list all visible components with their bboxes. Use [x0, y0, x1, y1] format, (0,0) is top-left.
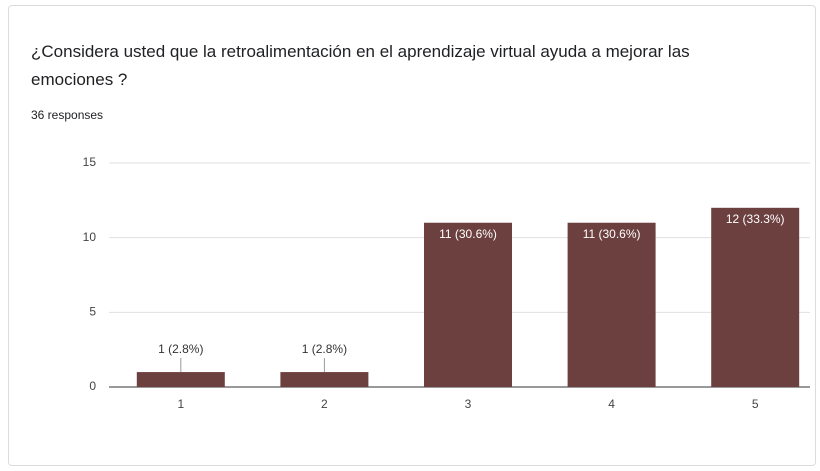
bar — [711, 207, 800, 387]
y-tick-label: 15 — [83, 155, 97, 169]
chart-title: ¿Considera usted que la retroalimentació… — [31, 42, 690, 89]
bar — [280, 372, 369, 387]
data-label: 11 (30.6%) — [583, 227, 641, 241]
y-tick-label: 0 — [89, 379, 96, 393]
x-tick-label: 4 — [608, 397, 615, 411]
bar — [136, 372, 225, 387]
data-label: 1 (2.8%) — [302, 342, 347, 356]
data-label: 11 (30.6%) — [439, 227, 497, 241]
x-tick-label: 1 — [177, 397, 184, 411]
card: ¿Considera usted que la retroalimentació… — [8, 5, 816, 466]
bar — [567, 222, 656, 387]
x-tick-label: 5 — [752, 397, 759, 411]
data-label: 1 (2.8%) — [158, 342, 203, 356]
data-label: 12 (33.3%) — [726, 212, 785, 226]
x-tick-label: 2 — [321, 397, 328, 411]
y-tick-label: 5 — [89, 305, 96, 319]
x-tick-label: 3 — [465, 397, 472, 411]
response-count: 36 responses — [31, 108, 104, 122]
y-tick-label: 10 — [83, 230, 97, 244]
bar — [424, 222, 512, 387]
